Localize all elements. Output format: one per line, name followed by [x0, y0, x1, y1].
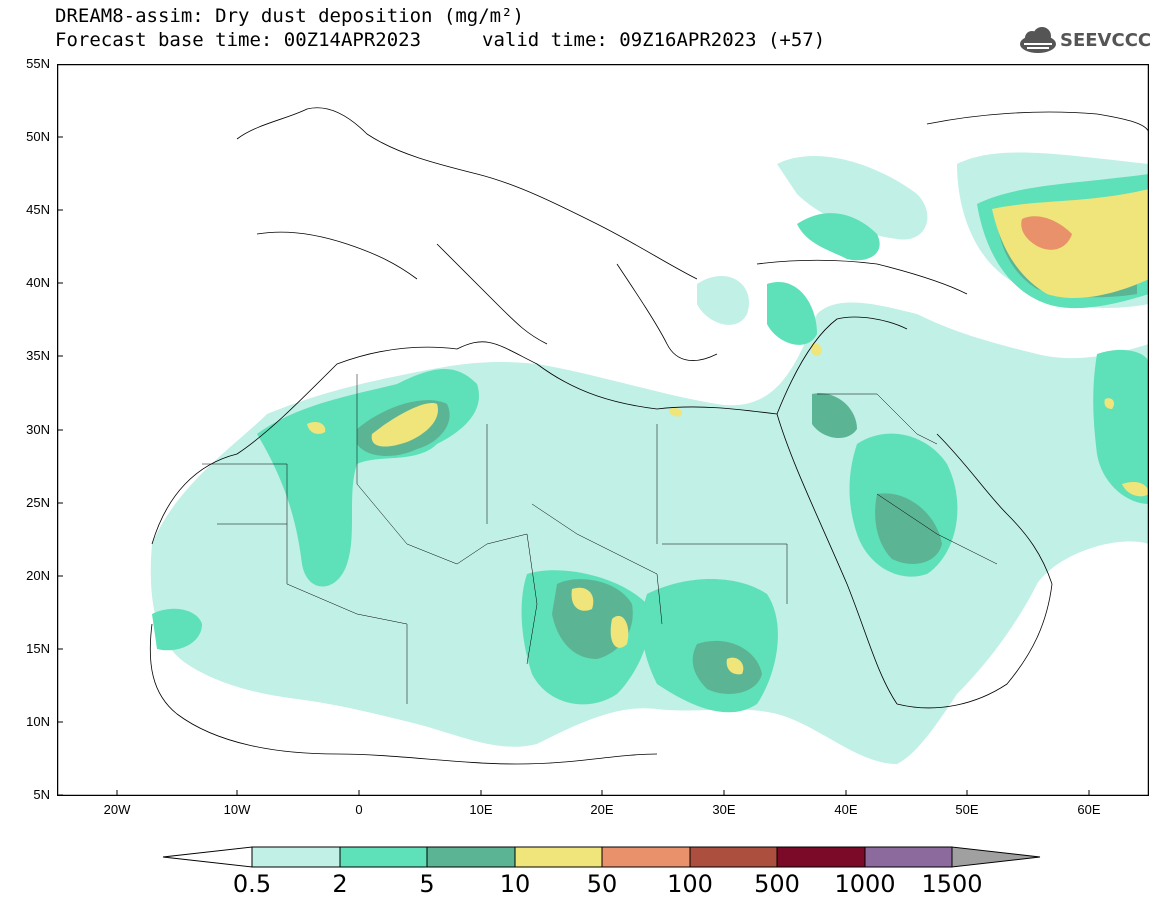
- lon-label-20w: 20W: [103, 802, 131, 817]
- level-50-areas: [1021, 216, 1072, 250]
- lat-label-20n: 20N: [26, 568, 50, 583]
- lat-label-25n: 25N: [26, 495, 50, 510]
- colorbar-segment-100: [689, 846, 778, 868]
- seevccc-logo: SEEVCCC: [1018, 26, 1158, 56]
- valid-time: valid time: 09Z16APR2023 (+57): [482, 29, 826, 51]
- colorbar-segment-5: [426, 846, 516, 868]
- colorbar-label-5: 5: [419, 870, 435, 898]
- colorbar-segment-500: [776, 846, 866, 868]
- lon-label-10w: 10W: [223, 802, 251, 817]
- lat-label-15n: 15N: [26, 641, 50, 656]
- colorbar-segment-50: [601, 846, 691, 868]
- lat-label-30n: 30N: [26, 422, 50, 437]
- colorbar-label-10: 10: [499, 870, 531, 898]
- level-10-areas: [307, 189, 1149, 675]
- lon-label-30e: 30E: [712, 802, 736, 817]
- lat-label-45n: 45N: [26, 202, 50, 217]
- colorbar-low-arrow: [162, 846, 253, 868]
- colorbar-label-0-5: 0.5: [232, 870, 272, 898]
- logo-text: SEEVCCC: [1060, 30, 1152, 51]
- map-title: DREAM8-assim: Dry dust deposition (mg/m²…: [55, 5, 524, 27]
- colorbar-segment-10: [514, 846, 603, 868]
- colorbar-segment-0-5: [251, 846, 341, 868]
- colorbar-high-arrow: [951, 846, 1041, 868]
- lon-label-0: 0: [355, 802, 363, 817]
- lat-label-40n: 40N: [26, 275, 50, 290]
- lat-label-50n: 50N: [26, 129, 50, 144]
- colorbar-label-500: 500: [754, 870, 800, 898]
- lon-label-40e: 40E: [834, 802, 858, 817]
- lat-label-35n: 35N: [26, 348, 50, 363]
- lon-label-50e: 50E: [955, 802, 979, 817]
- lon-label-20e: 20E: [590, 802, 614, 817]
- country-borders: [202, 374, 998, 704]
- lon-label-10e: 10E: [469, 802, 493, 817]
- coastlines: [149, 107, 1149, 765]
- colorbar-segment-1000: [864, 846, 953, 868]
- colorbar-label-100: 100: [667, 870, 713, 898]
- colorbar-segment-2: [339, 846, 428, 868]
- lat-label-5n: 5N: [33, 787, 50, 802]
- colorbar-label-1500: 1500: [921, 870, 983, 898]
- lat-label-10n: 10N: [26, 714, 50, 729]
- map-frame: [57, 64, 1149, 796]
- colorbar-label-2: 2: [332, 870, 348, 898]
- dust-deposition-map: [57, 64, 1149, 796]
- lat-label-55n: 55N: [26, 56, 50, 71]
- forecast-base-time: Forecast base time: 00Z14APR2023: [55, 29, 422, 51]
- colorbar-label-1000: 1000: [834, 870, 896, 898]
- colorbar-label-50: 50: [586, 870, 618, 898]
- lon-label-60e: 60E: [1077, 802, 1101, 817]
- cloud-icon: [1020, 27, 1056, 53]
